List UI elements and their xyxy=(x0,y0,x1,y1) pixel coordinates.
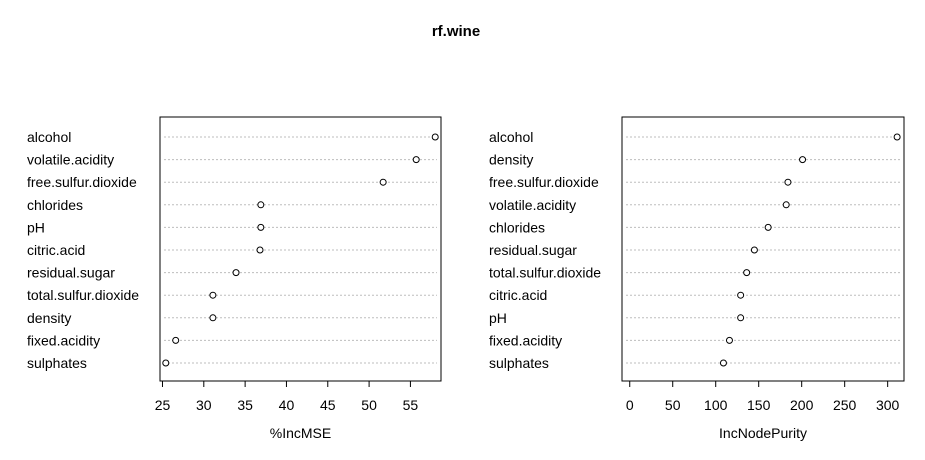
category-label: citric.acid xyxy=(489,287,547,303)
category-label: residual.sugar xyxy=(489,242,577,258)
category-label: sulphates xyxy=(27,355,87,371)
x-tick-label: 250 xyxy=(833,397,857,413)
x-tick-label: 35 xyxy=(237,397,253,413)
category-label: volatile.acidity xyxy=(27,152,114,168)
x-tick-label: 50 xyxy=(665,397,681,413)
data-point xyxy=(725,336,733,344)
data-point xyxy=(257,223,265,231)
data-point xyxy=(379,178,387,186)
x-tick-label: 300 xyxy=(876,397,900,413)
category-label: density xyxy=(489,152,533,168)
category-label: residual.sugar xyxy=(27,265,115,281)
category-label: free.sulfur.dioxide xyxy=(27,174,137,190)
data-point xyxy=(257,201,265,209)
x-axis-label: IncNodePurity xyxy=(719,425,807,441)
x-tick-label: 150 xyxy=(747,397,771,413)
category-label: volatile.acidity xyxy=(489,197,576,213)
plot-frame-1 xyxy=(159,116,442,382)
x-axis-label: %IncMSE xyxy=(270,425,331,441)
chart-title: rf.wine xyxy=(432,23,480,40)
data-point xyxy=(431,133,439,141)
category-label: pH xyxy=(489,310,507,326)
data-point xyxy=(743,269,751,277)
x-tick-label: 50 xyxy=(361,397,377,413)
data-point xyxy=(893,133,901,141)
category-label: free.sulfur.dioxide xyxy=(489,174,599,190)
data-point xyxy=(764,223,772,231)
category-label: sulphates xyxy=(489,355,549,371)
x-tick-label: 0 xyxy=(626,397,634,413)
data-point xyxy=(719,359,727,367)
data-point xyxy=(256,246,264,254)
data-point xyxy=(232,269,240,277)
category-label: fixed.acidity xyxy=(27,332,100,348)
category-label: density xyxy=(27,310,71,326)
data-point xyxy=(782,201,790,209)
x-tick-label: 25 xyxy=(155,397,171,413)
x-tick-label: 30 xyxy=(196,397,212,413)
category-label: chlorides xyxy=(27,197,83,213)
data-point xyxy=(172,336,180,344)
x-tick-label: 100 xyxy=(704,397,728,413)
x-tick-label: 55 xyxy=(403,397,419,413)
category-label: chlorides xyxy=(489,219,545,235)
data-point xyxy=(209,314,217,322)
category-label: citric.acid xyxy=(27,242,85,258)
data-point xyxy=(799,156,807,164)
x-tick-label: 40 xyxy=(279,397,295,413)
data-point xyxy=(209,291,217,299)
data-point xyxy=(737,314,745,322)
category-label: alcohol xyxy=(489,129,533,145)
category-label: fixed.acidity xyxy=(489,332,562,348)
x-tick-label: 45 xyxy=(320,397,336,413)
plot-frame-2 xyxy=(621,116,905,382)
data-point xyxy=(737,291,745,299)
data-point xyxy=(412,156,420,164)
category-label: alcohol xyxy=(27,129,71,145)
category-label: total.sulfur.dioxide xyxy=(489,265,601,281)
data-point xyxy=(784,178,792,186)
data-point xyxy=(162,359,170,367)
category-label: pH xyxy=(27,219,45,235)
x-tick-label: 200 xyxy=(790,397,814,413)
data-point xyxy=(750,246,758,254)
category-label: total.sulfur.dioxide xyxy=(27,287,139,303)
